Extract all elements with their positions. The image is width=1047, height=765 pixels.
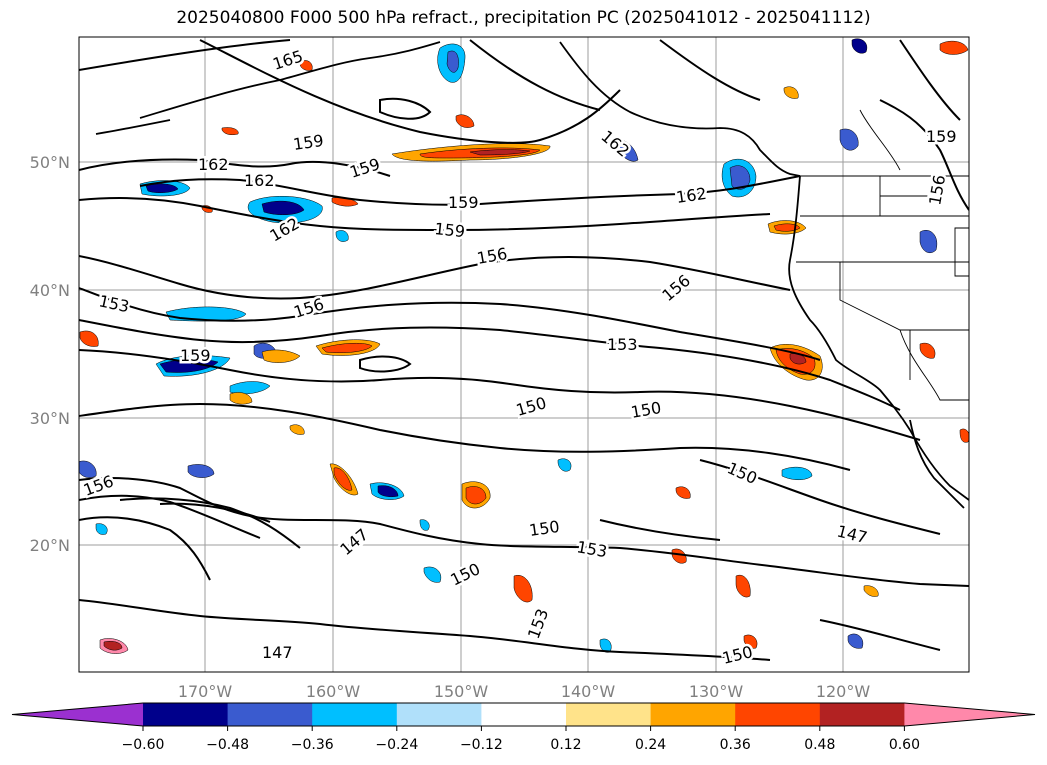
lon-tick-label: 120°W: [816, 682, 871, 701]
colorbar-tick-label: 0.48: [804, 737, 835, 753]
contour-line: [79, 39, 291, 71]
colorbar-tick-label: −0.60: [122, 737, 165, 753]
contour-label: 159: [180, 346, 211, 365]
lat-tick-label: 50°N: [30, 153, 70, 172]
latitude-tick-labels: 50°N 40°N 30°N 20°N: [30, 153, 70, 555]
colorbar-segment: [312, 703, 398, 726]
colorbar-extend-min: [12, 703, 143, 726]
colorbar-tick-label: 0.12: [550, 737, 581, 753]
colorbar-segment: [566, 703, 652, 726]
colorbar-tick-label: 0.24: [635, 737, 666, 753]
map-title: 2025040800 F000 500 hPa refract., precip…: [176, 8, 871, 28]
contour-label: 153: [607, 335, 638, 354]
colorbar-segment: [735, 703, 821, 726]
colorbar-tick-label: −0.12: [460, 737, 503, 753]
colorbar-tick-label: −0.24: [375, 737, 418, 753]
contour-label: 162: [244, 171, 275, 190]
contour-label: 159: [434, 219, 466, 241]
colorbar-segment: [650, 703, 736, 726]
colorbar-extend-max: [904, 703, 1035, 726]
lat-tick-label: 40°N: [30, 281, 70, 300]
precip-blobs: [79, 38, 969, 654]
colorbar-segment: [143, 703, 229, 726]
contour-label: 147: [262, 643, 293, 662]
contour-label: 162: [198, 155, 229, 174]
colorbar-tick-label: 0.36: [720, 737, 751, 753]
colorbar-tick-label: −0.36: [291, 737, 334, 753]
contour-label: 159: [926, 127, 957, 146]
lon-tick-label: 170°W: [178, 682, 233, 701]
colorbar-segment: [481, 703, 567, 726]
lon-tick-label: 160°W: [306, 682, 361, 701]
colorbar-tick-label: −0.48: [206, 737, 249, 753]
colorbar-segment: [819, 703, 905, 726]
lat-tick-label: 30°N: [30, 409, 70, 428]
longitude-tick-labels: 170°W 160°W 150°W 140°W 130°W 120°W: [178, 682, 871, 701]
colorbar-segment: [396, 703, 482, 726]
lon-tick-label: 130°W: [689, 682, 744, 701]
refractivity-contours: [79, 39, 969, 661]
colorbar-segment: [227, 703, 313, 726]
lon-tick-label: 150°W: [434, 682, 489, 701]
map-area: 165 162 162 162 162 159 159 159 159 159 …: [78, 36, 970, 673]
contour-label: 159: [448, 193, 479, 212]
coastlines: [95, 41, 969, 509]
map-frame: [78, 36, 970, 673]
graticule: [79, 37, 969, 672]
colorbar-tick-label: 0.60: [889, 737, 920, 753]
lon-tick-label: 140°W: [561, 682, 616, 701]
lat-tick-label: 20°N: [30, 536, 70, 555]
colorbar: −0.60 −0.48 −0.36 −0.24 −0.12 0.12 0.24 0.36 0.4…: [11, 702, 1036, 753]
